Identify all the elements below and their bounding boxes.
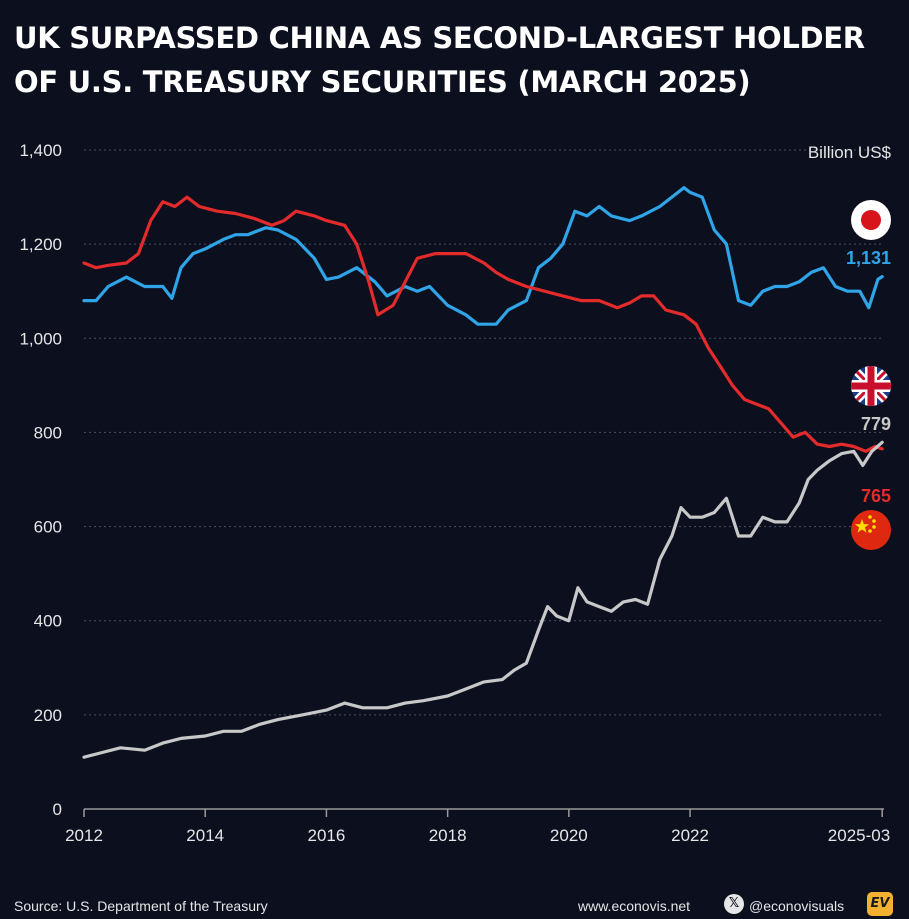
japan-flag-icon — [851, 200, 891, 240]
econovis-logo: EV — [867, 892, 893, 916]
y-tick-label: 800 — [34, 423, 62, 442]
china-flag-icon — [851, 510, 891, 550]
y-axis: 0 200 400 600 800 1,000 1,200 1,400 — [19, 141, 62, 819]
x-tick-label: 2014 — [186, 826, 224, 845]
x-tick-label: 2016 — [308, 826, 346, 845]
y-tick-label: 400 — [34, 612, 62, 631]
y-tick-label: 1,000 — [19, 329, 62, 348]
unit-label: Billion US$ — [808, 143, 892, 162]
series: 1,131 765 779 — [82, 186, 891, 759]
x-tick-label: 2025-03 — [828, 826, 890, 845]
y-tick-label: 1,400 — [19, 141, 62, 160]
social-handle[interactable]: @econovisuals — [749, 898, 845, 914]
series-line-china — [82, 195, 884, 453]
uk-flag-icon — [851, 366, 891, 406]
series-line-uk — [82, 440, 884, 759]
x-logo-icon: 𝕏 — [724, 894, 744, 914]
y-tick-label: 200 — [34, 706, 62, 725]
source-note: Source: U.S. Department of the Treasury — [14, 898, 268, 914]
end-value-label-japan: 1,131 — [846, 248, 891, 268]
x-axis: 2012 2014 2016 2018 2020 2022 2025-03 — [65, 809, 890, 845]
y-tick-label: 1,200 — [19, 235, 62, 254]
x-tick-label: 2022 — [671, 826, 709, 845]
y-tick-label: 600 — [34, 518, 62, 537]
x-tick-label: 2020 — [550, 826, 588, 845]
end-value-label-china: 765 — [861, 486, 891, 506]
x-tick-label: 2012 — [65, 826, 103, 845]
chart-title: UK SURPASSED CHINA AS SECOND-LARGEST HOL… — [14, 21, 865, 99]
grid — [84, 149, 884, 810]
footer: Source: U.S. Department of the Treasury … — [0, 892, 909, 919]
x-tick-label: 2018 — [429, 826, 467, 845]
y-tick-label: 0 — [53, 800, 62, 819]
end-value-label-uk: 779 — [861, 414, 891, 434]
series-line-japan — [82, 186, 884, 326]
website-link[interactable]: www.econovis.net — [578, 898, 691, 914]
